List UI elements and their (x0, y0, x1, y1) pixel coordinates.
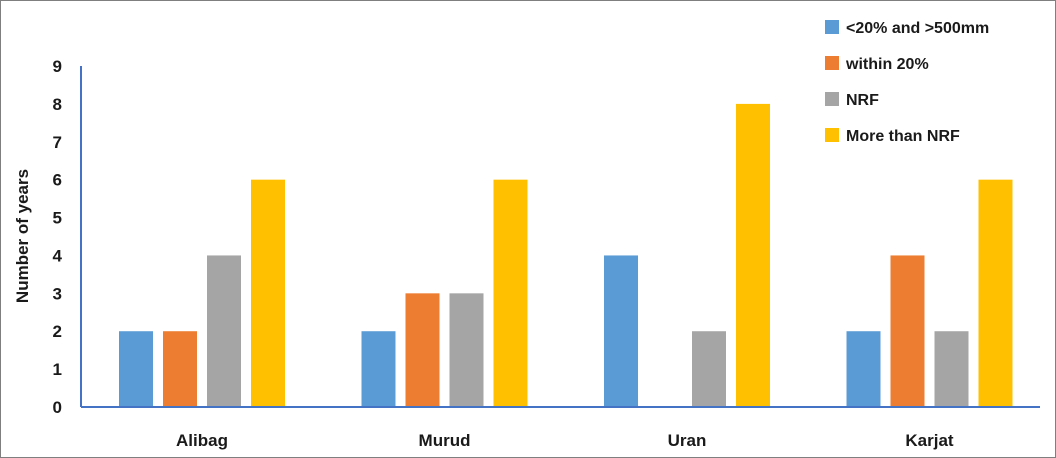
legend-label: More than NRF (846, 128, 960, 145)
y-tick-label: 6 (53, 171, 62, 190)
legend-label: within 20% (845, 56, 929, 73)
y-tick-label: 5 (53, 209, 62, 228)
legend-label: NRF (846, 92, 879, 109)
bar-karjat-series-2 (934, 331, 969, 407)
y-tick-label: 9 (53, 57, 62, 76)
bar-karjat-series-0 (846, 331, 881, 407)
legend-label: <20% and >500mm (846, 20, 989, 37)
bar-murud-series-0 (361, 331, 396, 407)
bars (119, 103, 1013, 407)
bar-murud-series-2 (449, 293, 484, 407)
legend: <20% and >500mm within 20% NRF More than NR… (825, 20, 989, 145)
bar-uran-series-0 (604, 255, 638, 407)
y-tick-label: 7 (53, 133, 62, 152)
y-axis-label: Number of years (13, 169, 32, 303)
bar-murud-series-1 (405, 293, 440, 407)
y-tick-label: 0 (53, 398, 62, 417)
bar-alibag-series-2 (207, 255, 241, 407)
y-tick-label: 2 (53, 322, 62, 341)
bar-uran-series-3 (736, 103, 770, 407)
bar-karjat-series-3 (978, 179, 1013, 407)
y-tick-label: 8 (53, 95, 62, 114)
y-tick-label: 3 (53, 284, 62, 303)
y-axis-ticks: 0 1 2 3 4 5 6 7 8 9 (53, 57, 63, 417)
x-category-label: Karjat (905, 431, 954, 450)
x-category-label: Murud (419, 431, 471, 450)
y-tick-label: 1 (53, 360, 62, 379)
legend-swatch (825, 92, 839, 106)
bar-murud-series-3 (493, 179, 528, 407)
legend-swatch (825, 20, 839, 34)
x-category-label: Uran (668, 431, 707, 450)
bar-uran-series-2 (692, 331, 726, 407)
bar-alibag-series-3 (251, 179, 285, 407)
bar-alibag-series-0 (119, 331, 153, 407)
y-tick-label: 4 (53, 246, 63, 265)
legend-swatch (825, 128, 839, 142)
bar-karjat-series-1 (890, 255, 925, 407)
bar-alibag-series-1 (163, 331, 197, 407)
x-axis-categories: Alibag Murud Uran Karjat (176, 431, 954, 450)
x-category-label: Alibag (176, 431, 228, 450)
legend-swatch (825, 56, 839, 70)
